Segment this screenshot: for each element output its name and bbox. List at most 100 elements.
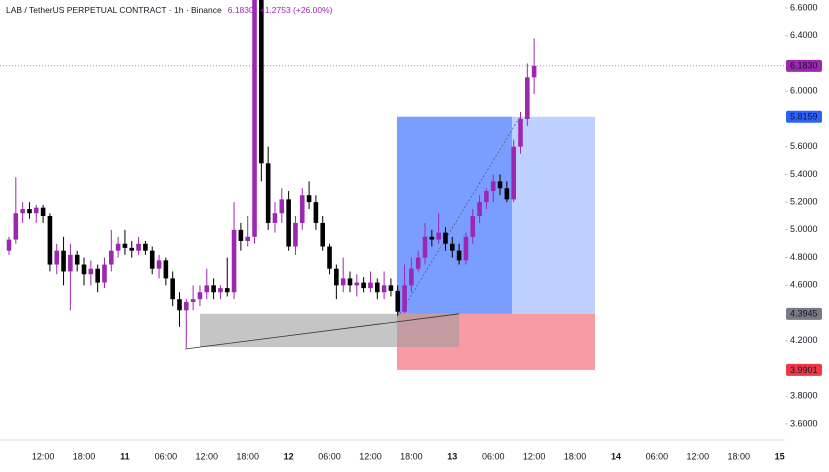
candle-body <box>149 250 155 269</box>
x-tick-label: 11 <box>120 451 130 461</box>
target-zone <box>397 116 595 314</box>
candle-body <box>13 213 19 240</box>
candle-body <box>504 188 510 200</box>
candle-body <box>74 254 80 265</box>
candle-body <box>27 209 32 214</box>
y-tick-label: 4.8000 <box>790 252 818 262</box>
price-change: +1.2753 (+26.00%) <box>260 5 333 15</box>
last-price: 6.1830 <box>228 5 254 15</box>
x-tick-label: 12 <box>284 451 294 461</box>
last-price-badge <box>786 59 822 72</box>
candle-body <box>374 282 380 293</box>
candle-body <box>33 207 39 214</box>
y-tick-label: 5.0000 <box>790 224 818 234</box>
candle-body <box>163 260 169 279</box>
candle-body <box>443 232 448 244</box>
candle-body <box>224 288 230 293</box>
x-tick-label: 18:00 <box>727 451 750 461</box>
candle-body <box>450 243 455 251</box>
entry-price-label: 4.3945 <box>790 309 818 319</box>
y-tick-label: 3.8000 <box>790 391 818 401</box>
symbol-title: LAB / TetherUS PERPETUAL CONTRACT · 1h ·… <box>6 5 222 15</box>
x-tick-label: 12:00 <box>687 451 710 461</box>
x-tick-label: 06:00 <box>482 451 505 461</box>
candle-body <box>436 232 441 240</box>
target-price-label: 5.8159 <box>790 112 818 122</box>
candle-body <box>231 229 237 293</box>
x-tick-label: 06:00 <box>155 451 178 461</box>
candle-body <box>470 216 476 237</box>
candle-body <box>272 213 278 223</box>
candle-body <box>381 285 387 293</box>
candle-body <box>218 288 223 293</box>
candle-body <box>122 243 128 248</box>
candle-body <box>115 243 121 251</box>
x-tick-label: 14 <box>611 451 621 461</box>
candle-body <box>511 146 516 200</box>
candle-body <box>347 278 353 286</box>
candle-body <box>286 199 291 247</box>
candle-body <box>354 282 360 286</box>
last-price-label: 6.1830 <box>790 61 818 71</box>
candle-body <box>54 250 60 265</box>
candle-body <box>252 0 257 237</box>
candle-body <box>259 0 264 164</box>
candle-body <box>463 236 469 261</box>
x-tick-label: 18:00 <box>73 451 96 461</box>
x-tick-label: 18:00 <box>236 451 259 461</box>
candle-body <box>88 268 94 275</box>
x-tick-label: 12:00 <box>32 451 55 461</box>
x-tick-label: 06:00 <box>318 451 341 461</box>
x-tick-label: 15 <box>775 451 785 461</box>
x-tick-label: 06:00 <box>646 451 669 461</box>
candle-body <box>6 239 12 251</box>
candle-body <box>456 250 462 261</box>
candle-body <box>20 209 25 214</box>
x-tick-label: 18:00 <box>400 451 423 461</box>
candle-body <box>293 222 298 247</box>
y-tick-label: 5.6000 <box>790 141 818 151</box>
candle-body <box>245 236 250 241</box>
candle-body <box>40 207 46 216</box>
candle-body <box>143 243 148 251</box>
plot-area <box>0 0 785 370</box>
stop-price-label: 3.9901 <box>790 365 818 375</box>
candle-body <box>368 282 373 289</box>
candle-body <box>136 243 141 251</box>
candle-body <box>197 292 203 300</box>
candle-body <box>177 299 182 311</box>
y-tick-label: 6.0000 <box>790 86 818 96</box>
candle-body <box>334 268 339 286</box>
candle-body <box>129 247 135 251</box>
candle-body <box>299 195 305 223</box>
candle-body <box>306 195 312 203</box>
candle-body <box>361 282 366 289</box>
candle-body <box>279 199 285 214</box>
candle-body <box>238 229 244 241</box>
x-tick-label: 13 <box>447 451 457 461</box>
candle-body <box>204 285 210 293</box>
candle-body <box>68 254 73 272</box>
candle-body <box>484 191 489 203</box>
candle-body <box>170 278 175 300</box>
candle-body <box>429 236 435 240</box>
x-tick-label: 12:00 <box>359 451 382 461</box>
y-tick-label: 5.2000 <box>790 197 818 207</box>
x-tick-label: 12:00 <box>523 451 546 461</box>
candle-body <box>395 290 401 312</box>
candle-body <box>415 257 421 269</box>
y-tick-label: 5.4000 <box>790 169 818 179</box>
candle-body <box>265 163 271 223</box>
candle-body <box>327 246 332 269</box>
x-tick-label: 18:00 <box>564 451 587 461</box>
candle-body <box>47 216 53 265</box>
candle-body <box>320 222 326 247</box>
candle-body <box>211 285 216 293</box>
candle-body <box>184 301 189 311</box>
candle-body <box>477 202 482 216</box>
y-tick-label: 4.6000 <box>790 280 818 290</box>
candle-body <box>402 285 407 312</box>
candle-body <box>422 236 428 258</box>
target-zone-filled <box>397 116 512 314</box>
